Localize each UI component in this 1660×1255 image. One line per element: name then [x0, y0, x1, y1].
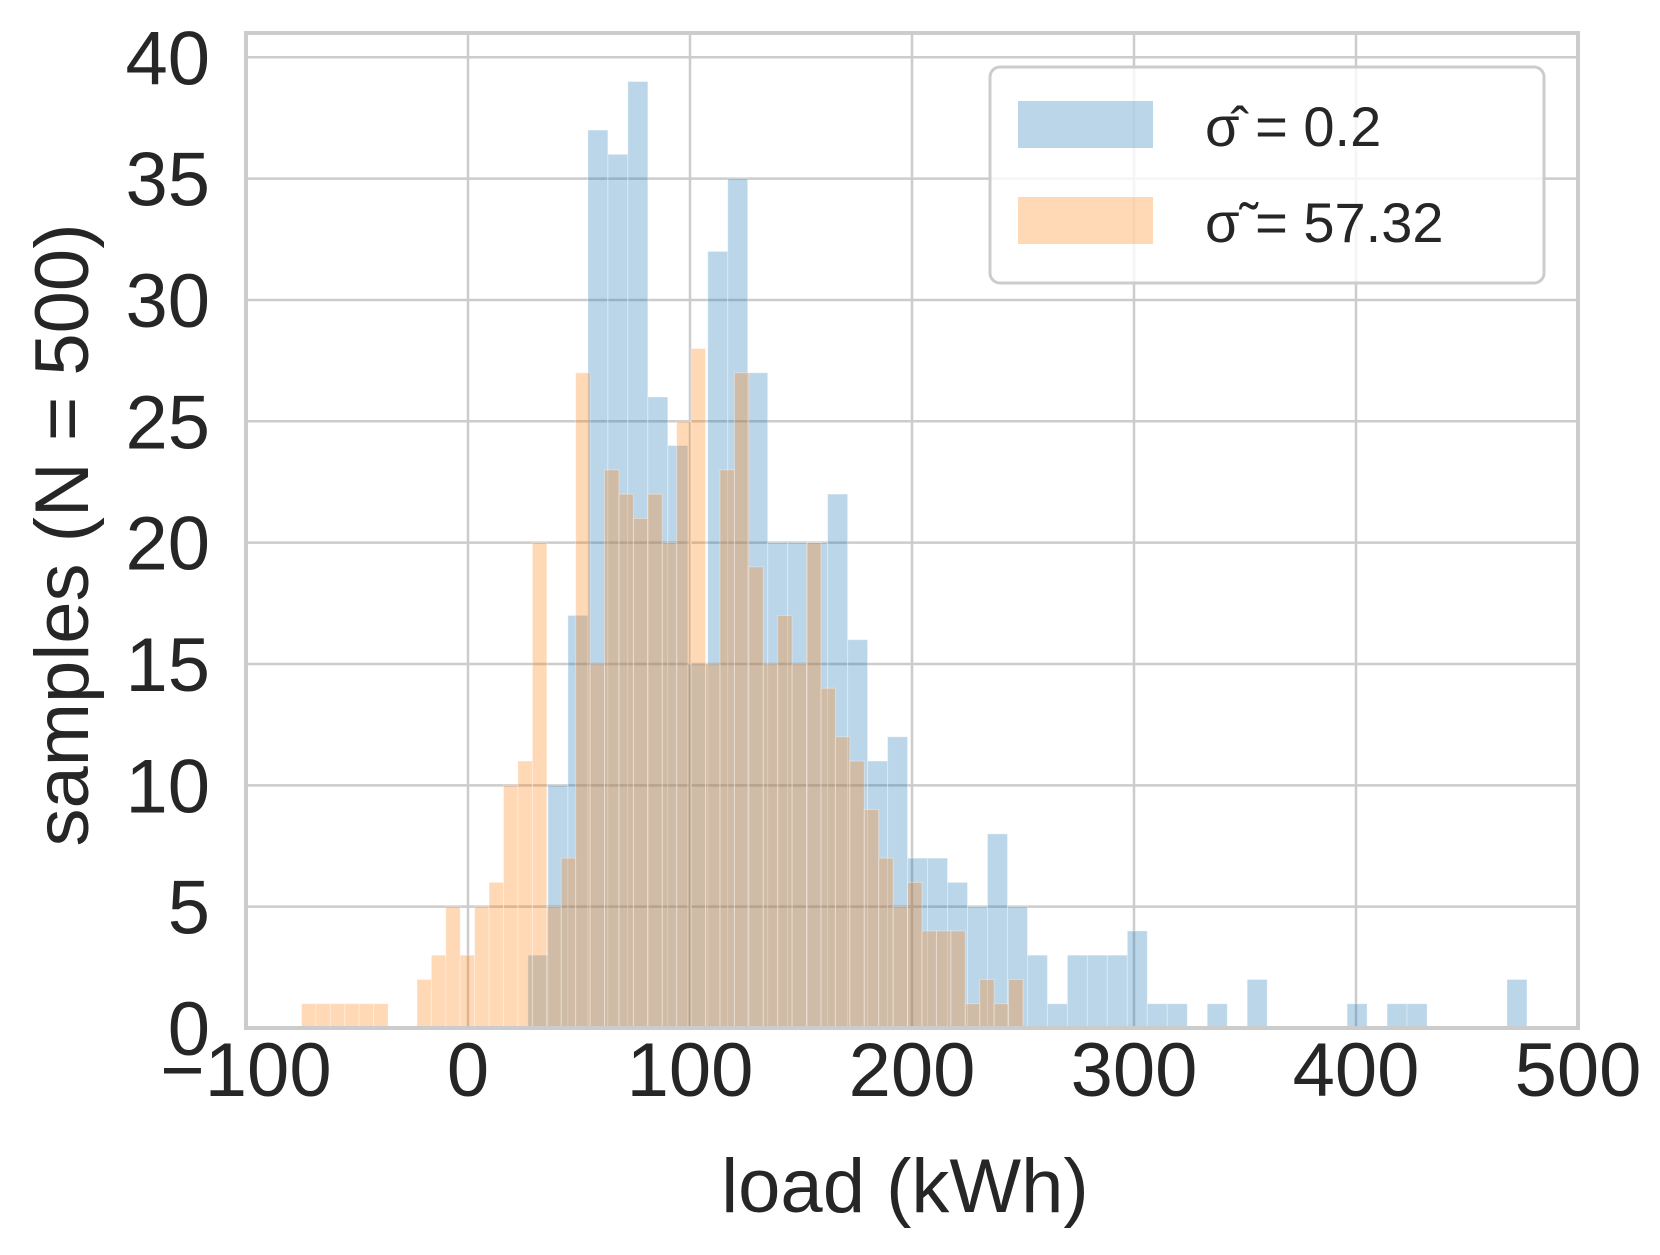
y-axis-label: samples (N = 500): [20, 223, 105, 846]
histogram-bar: [430, 954, 447, 1029]
histogram-bar: [329, 1003, 346, 1029]
histogram-bar: [503, 784, 519, 1029]
histogram-bar: [964, 1003, 981, 1029]
histogram-bar: [1406, 1003, 1428, 1029]
histogram-bar: [459, 954, 476, 1029]
histogram-bar: [690, 347, 707, 1029]
histogram-bar: [1046, 1003, 1068, 1029]
x-tick-label: 500: [1515, 1028, 1642, 1113]
histogram-bar: [863, 809, 880, 1029]
y-tick-label: 5: [168, 866, 210, 951]
histogram-bar: [546, 906, 562, 1029]
histogram-bar: [344, 1003, 360, 1029]
histogram-bar: [416, 978, 432, 1029]
histogram-bar: [589, 663, 606, 1029]
x-axis-label: load (kWh): [721, 1144, 1088, 1229]
legend-label-series-2: σ̃ = 57.32: [1205, 191, 1444, 254]
y-tick-label: 10: [125, 744, 210, 829]
histogram-bar: [878, 857, 894, 1029]
x-tick-label: 0: [447, 1028, 489, 1113]
legend-swatch-series-1: [1018, 101, 1153, 148]
histogram-bar: [488, 881, 505, 1029]
plot-frame: [244, 31, 1580, 1030]
histogram-bar: [762, 663, 779, 1029]
histogram-bar: [474, 906, 490, 1029]
histogram-bar: [748, 566, 764, 1029]
legend: σ̂ = 0.2 σ̃ = 57.32: [988, 65, 1546, 285]
histogram-bar: [1246, 978, 1268, 1029]
histogram-bar: [1146, 1003, 1168, 1029]
x-tick-label: 300: [1071, 1028, 1198, 1113]
histogram-bar: [719, 469, 735, 1029]
histogram-bar: [575, 372, 591, 1029]
histogram-bar: [834, 736, 851, 1029]
histogram-bar: [791, 663, 808, 1029]
y-tick-label: 30: [125, 259, 210, 344]
x-tick-label: 100: [627, 1028, 754, 1113]
histogram-bar: [1026, 954, 1048, 1029]
histogram-bar: [661, 542, 678, 1029]
histogram-bar: [892, 906, 909, 1029]
x-tick-label: −100: [160, 1028, 331, 1113]
histogram-bar: [445, 906, 461, 1029]
legend-label-series-1: σ̂ = 0.2: [1205, 95, 1381, 158]
histogram-bar: [979, 978, 995, 1029]
y-tick-label: 0: [168, 987, 210, 1072]
x-tick-label: 200: [849, 1028, 976, 1113]
histogram-bar: [1126, 930, 1148, 1029]
histogram-bar: [1086, 954, 1108, 1029]
histogram-bar: [604, 469, 620, 1029]
histogram-bar: [950, 930, 966, 1029]
histogram-bar: [1106, 954, 1128, 1029]
histogram-bar: [1166, 1003, 1188, 1029]
y-tick-label: 20: [125, 502, 210, 587]
frame-layer: [244, 31, 1580, 1030]
x-tick-label: 400: [1293, 1028, 1420, 1113]
histogram-bar: [921, 930, 937, 1029]
histogram-bar: [1206, 1003, 1228, 1029]
histogram-bar: [777, 614, 793, 1029]
histogram-bar: [358, 1003, 375, 1029]
histogram-bar: [849, 760, 865, 1029]
histogram-bar: [1386, 1003, 1408, 1029]
histogram-bar: [705, 663, 721, 1029]
histogram-bar: [1506, 978, 1528, 1029]
histogram-bar: [935, 930, 952, 1029]
histogram-bar: [531, 542, 548, 1029]
histogram-bar: [820, 687, 836, 1029]
histogram-bar: [1346, 1003, 1368, 1029]
histogram-bar: [1008, 978, 1024, 1029]
y-tick-label: 35: [125, 138, 210, 223]
legend-swatch-series-2: [1018, 197, 1153, 244]
y-tick-label: 15: [125, 623, 210, 708]
histogram-bar: [806, 542, 822, 1029]
histogram-bar: [301, 1003, 317, 1029]
y-tick-label: 25: [125, 380, 210, 465]
histogram-bar: [373, 1003, 389, 1029]
histogram-bar: [647, 493, 663, 1029]
histogram-bar: [676, 420, 692, 1029]
histogram-bar: [315, 1003, 331, 1029]
histogram-bar: [1066, 954, 1088, 1029]
histogram-bar: [733, 372, 750, 1029]
histogram-bar: [993, 1003, 1010, 1029]
series-1-bars: [527, 81, 1528, 1029]
histogram-bar: [618, 493, 634, 1029]
histogram-bar: [517, 760, 533, 1029]
legend-frame: [988, 65, 1546, 285]
y-tick-label: 40: [125, 16, 210, 101]
histogram-bar: [560, 857, 577, 1029]
histogram-bar: [632, 517, 649, 1029]
histogram-bar: [907, 881, 923, 1029]
